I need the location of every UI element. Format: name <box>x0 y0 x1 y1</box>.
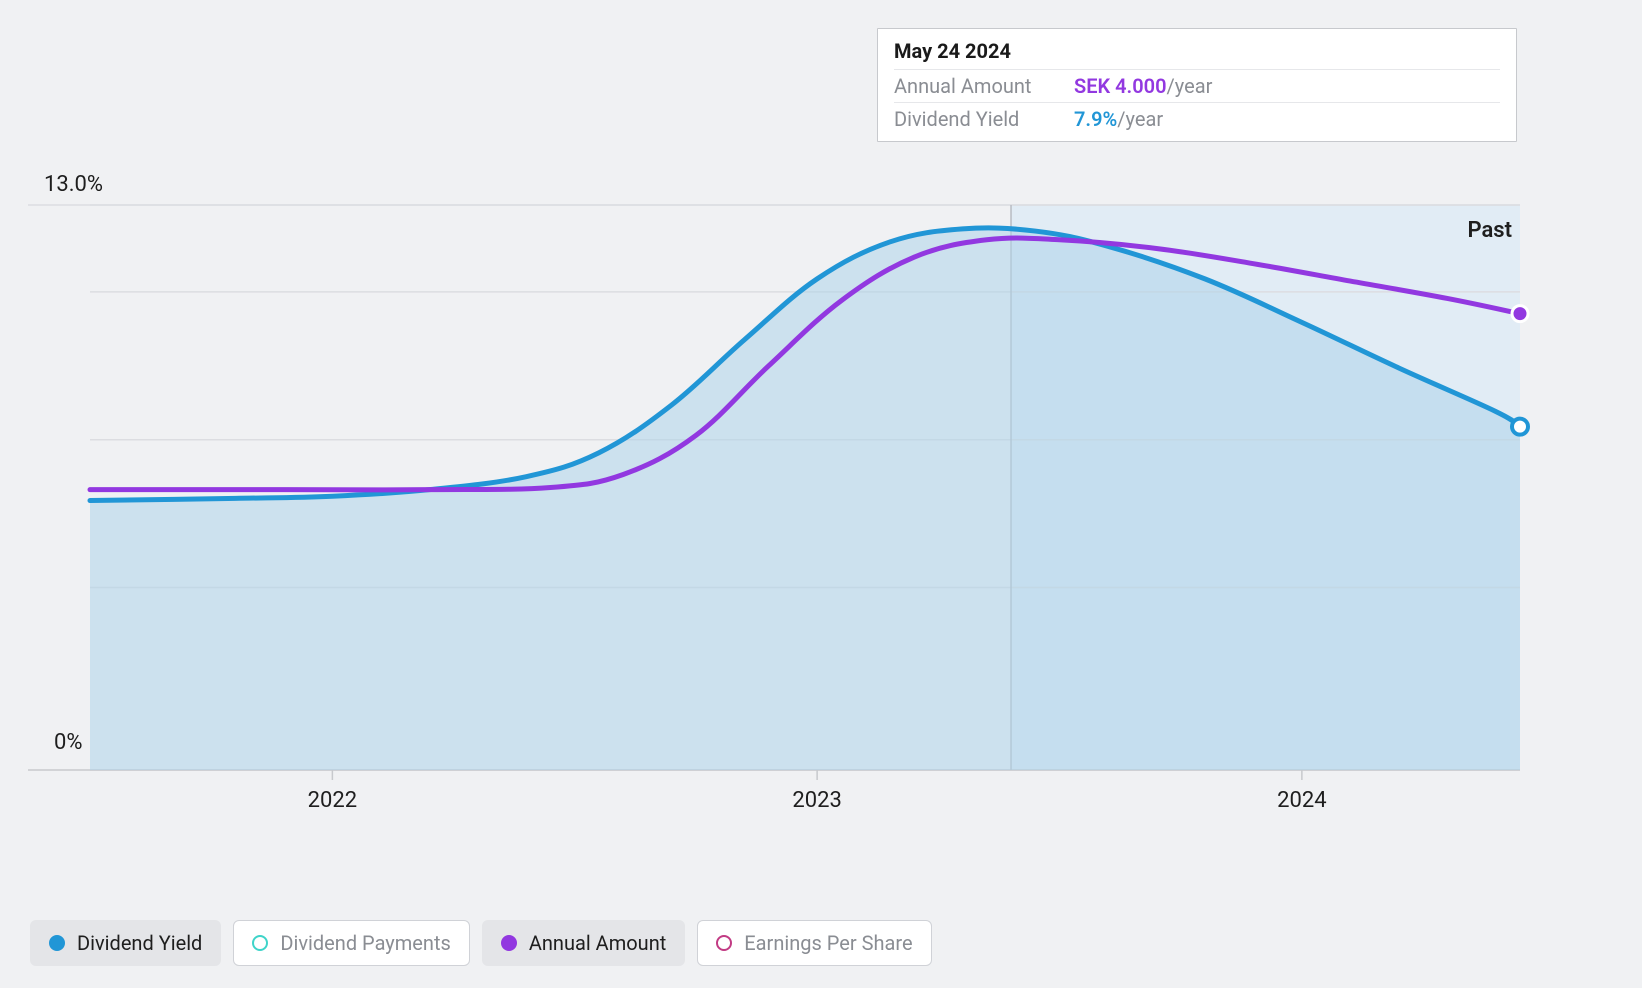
y-axis-max-label: 13.0% <box>44 172 103 197</box>
legend-item-label: Annual Amount <box>529 931 666 955</box>
legend-item-label: Dividend Yield <box>77 931 202 955</box>
tooltip-table: Annual AmountSEK 4.000/yearDividend Yiel… <box>894 69 1500 135</box>
dividend-yield-end-marker[interactable] <box>1512 419 1528 435</box>
legend-item-label: Earnings Per Share <box>744 931 912 955</box>
y-axis-min-label: 0% <box>54 730 82 755</box>
legend-item-label: Dividend Payments <box>280 931 450 955</box>
tooltip-row-value: SEK 4.000/year <box>1074 70 1500 103</box>
tooltip-row-value: 7.9%/year <box>1074 103 1500 136</box>
legend-marker-icon <box>252 935 268 951</box>
chart-canvas[interactable] <box>0 0 1642 988</box>
legend-item-dividend-yield[interactable]: Dividend Yield <box>30 920 221 966</box>
legend-item-dividend-payments[interactable]: Dividend Payments <box>233 920 469 966</box>
tooltip-row-label: Annual Amount <box>894 70 1074 103</box>
legend-marker-icon <box>49 935 65 951</box>
x-axis-label: 2024 <box>1277 788 1326 813</box>
legend-item-annual-amount[interactable]: Annual Amount <box>482 920 685 966</box>
past-region-label: Past <box>1467 218 1512 243</box>
chart-legend: Dividend Yield Dividend Payments Annual Am… <box>30 920 932 966</box>
tooltip-row-label: Dividend Yield <box>894 103 1074 136</box>
tooltip-row: Dividend Yield7.9%/year <box>894 103 1500 136</box>
tooltip-date: May 24 2024 <box>894 39 1500 63</box>
legend-marker-icon <box>501 935 517 951</box>
tooltip-row: Annual AmountSEK 4.000/year <box>894 70 1500 103</box>
annual-amount-end-marker[interactable] <box>1512 306 1528 322</box>
chart-tooltip: May 24 2024 Annual AmountSEK 4.000/yearD… <box>877 28 1517 142</box>
x-axis-label: 2022 <box>308 788 357 813</box>
legend-marker-icon <box>716 935 732 951</box>
x-axis-label: 2023 <box>792 788 841 813</box>
dividend-chart: 13.0% 0% Past 2022 2023 2024 May 24 2024 A… <box>0 0 1642 988</box>
legend-item-earnings-per-share[interactable]: Earnings Per Share <box>697 920 931 966</box>
